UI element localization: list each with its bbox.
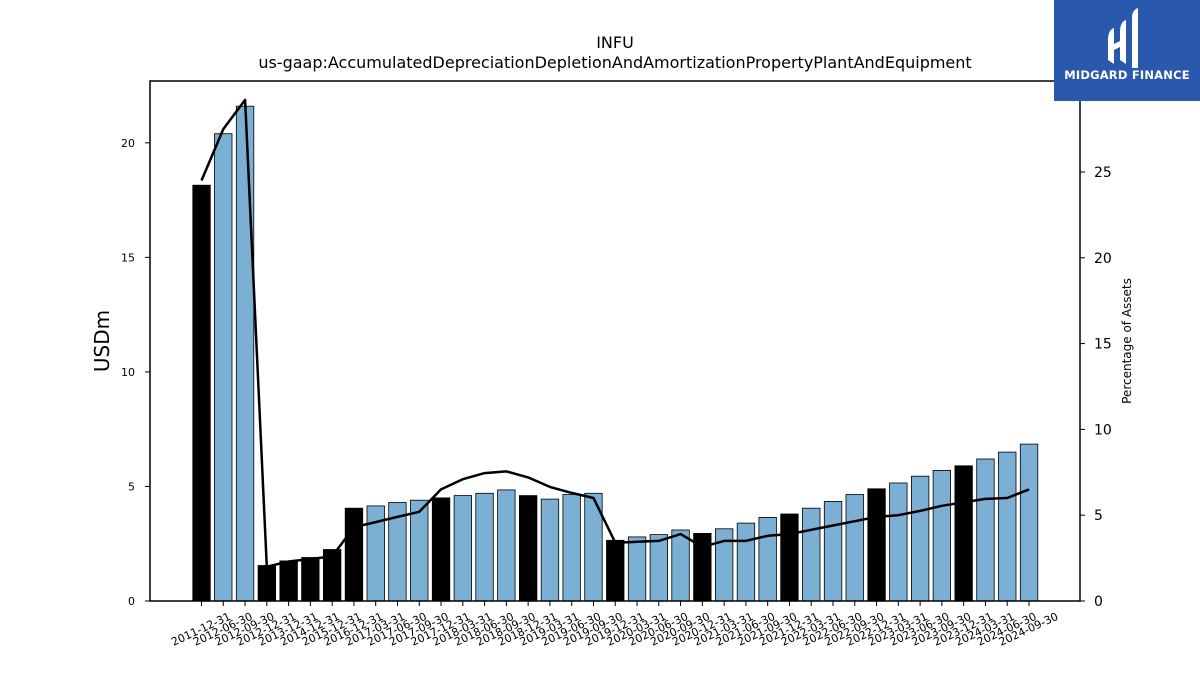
chart-subtitle: us-gaap:AccumulatedDepreciationDepletion… [258, 53, 971, 72]
bar-2022-09-30 [845, 494, 864, 602]
bar-2016-12-31 [344, 507, 364, 602]
y-tick-label: 0 [128, 595, 135, 608]
bar-2021-03-31 [715, 528, 734, 602]
bar-2024-06-30 [998, 451, 1017, 602]
bar-2022-12-31 [867, 488, 886, 602]
line-group [200, 98, 1030, 568]
y-tick-label: 20 [121, 137, 135, 150]
y-tick-label: 15 [121, 251, 135, 264]
y2-tick-label: 10 [1094, 422, 1112, 438]
y-tick-label: 5 [128, 480, 135, 493]
bar-2018-03-31 [453, 495, 473, 602]
bar-2020-09-30 [671, 529, 690, 602]
bar-2020-06-30 [649, 534, 668, 602]
y2-tick-label: 20 [1094, 251, 1112, 267]
bar-2018-12-31 [519, 495, 538, 602]
bar-2018-06-30 [475, 492, 494, 602]
y2-tick-label: 25 [1094, 165, 1112, 181]
bar-2013-12-31 [279, 560, 298, 602]
bar-2024-09-30 [1019, 443, 1039, 602]
bar-2019-12-31 [606, 539, 625, 602]
percentage-line [200, 98, 1030, 568]
y-tick-label: 10 [121, 366, 135, 379]
bar-2019-03-31 [540, 498, 560, 602]
bar-2017-12-31 [431, 497, 451, 602]
brand-logo-icon [1108, 8, 1138, 68]
bar-2021-09-30 [758, 517, 777, 602]
bar-2012-12-31 [257, 565, 277, 602]
bars-group [192, 105, 1039, 602]
bar-2012-06-30 [214, 133, 233, 602]
bar-2024-03-31 [976, 458, 995, 602]
y2-axis-label: Percentage of Assets [1120, 278, 1134, 404]
bar-2023-03-31 [889, 482, 908, 602]
y2-tick-label: 15 [1094, 337, 1112, 353]
bar-2023-12-31 [954, 465, 973, 602]
bar-2021-12-31 [780, 513, 799, 602]
y2-tick-label: 0 [1094, 594, 1103, 610]
bar-2018-09-30 [497, 489, 516, 602]
chart-title: INFU [596, 33, 634, 52]
bar-2011-12-31 [192, 184, 211, 602]
bar-2019-06-30 [562, 494, 581, 602]
bar-2022-03-31 [802, 507, 821, 602]
y-axis-label: USDm [90, 310, 114, 372]
bar-2017-09-30 [410, 499, 429, 602]
bar-2014-12-31 [301, 557, 320, 602]
bar-2023-06-30 [911, 475, 930, 602]
y-axis-right: 0 5 10 15 20 25 [1080, 165, 1112, 610]
brand-logo: MIDGARD FINANCE [1054, 0, 1200, 101]
bar-2022-06-30 [823, 500, 843, 602]
bar-2020-03-31 [627, 536, 647, 602]
bar-2012-09-30 [235, 105, 255, 602]
y-axis-left: 0 5 10 15 20 [121, 137, 150, 608]
bar-2021-06-30 [736, 522, 756, 602]
brand-logo-text: MIDGARD FINANCE [1064, 68, 1190, 82]
y2-tick-label: 5 [1094, 508, 1103, 524]
x-axis: 2011-12-312012-06-302012-09-302012-12-31… [169, 601, 1060, 649]
bar-2023-09-30 [932, 469, 951, 602]
